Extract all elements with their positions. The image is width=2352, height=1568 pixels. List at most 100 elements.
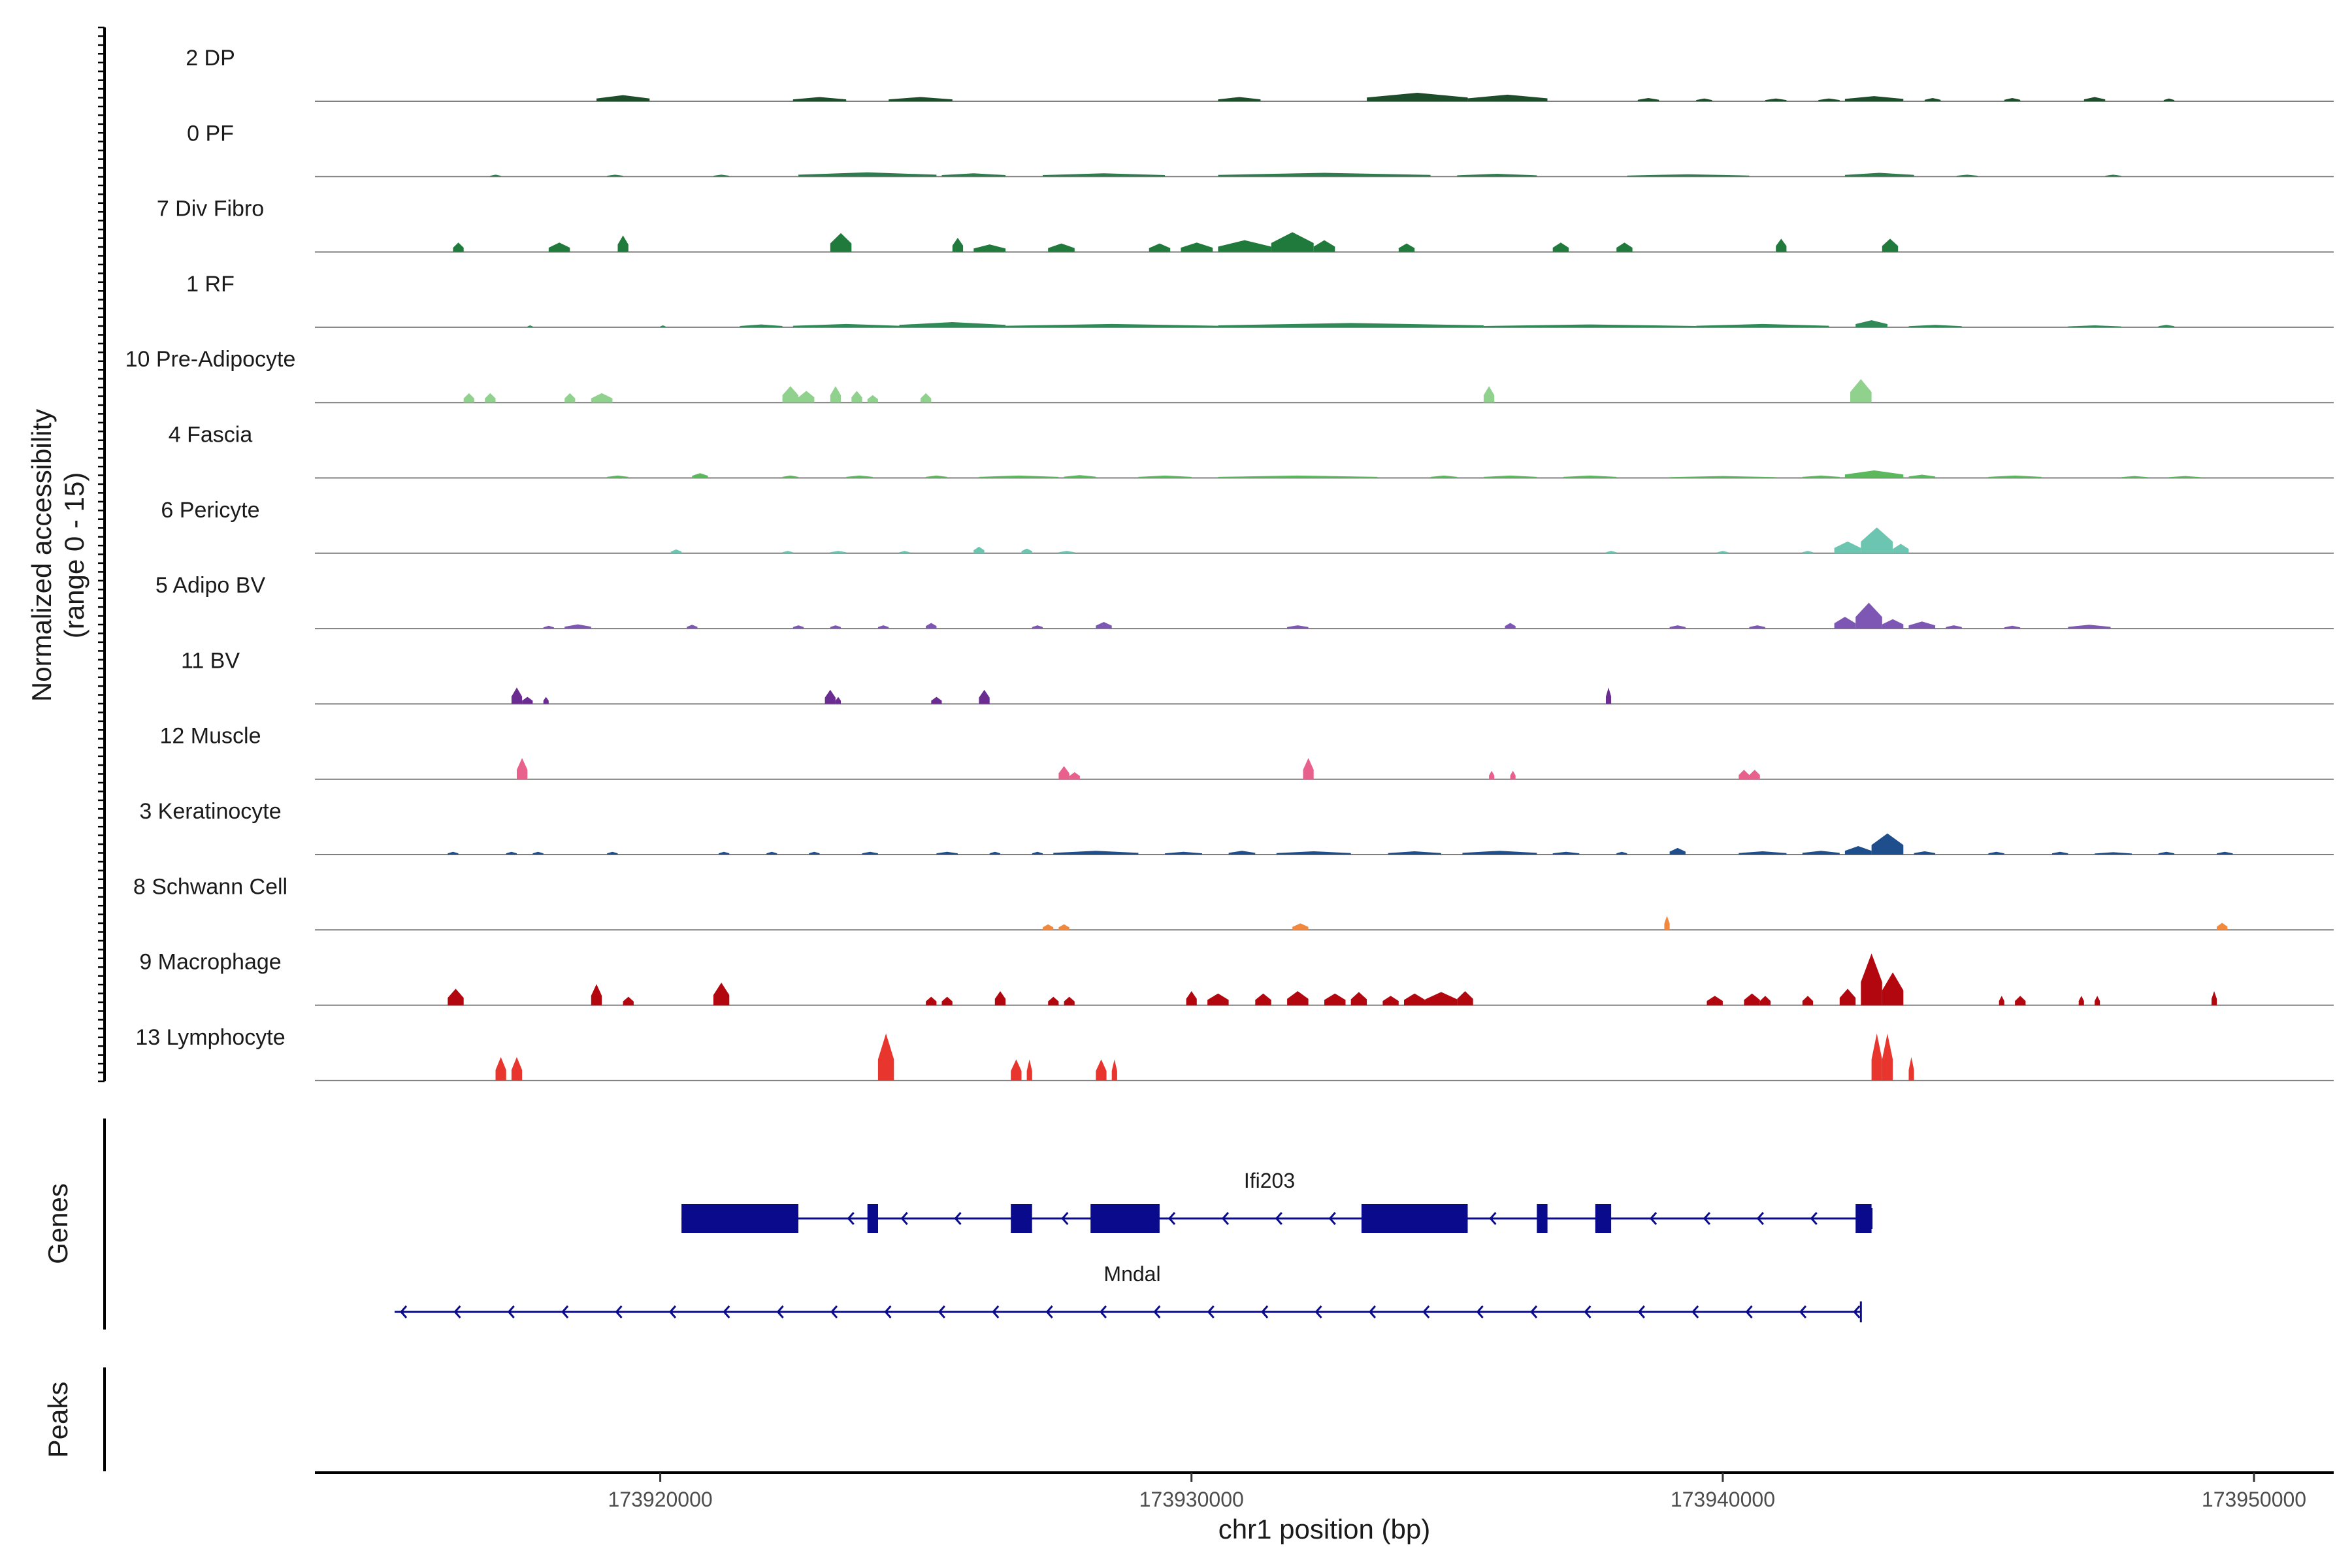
coverage-peak (511, 687, 523, 704)
gene-strand-arrow (1221, 1212, 1230, 1225)
y-axis (98, 26, 106, 1083)
coverage-peak (1616, 851, 1627, 855)
track-label: 12 Muscle (160, 724, 261, 749)
gene-strand-arrow (1756, 1212, 1764, 1225)
coverage-peak (1032, 625, 1043, 629)
coverage-peak (782, 551, 793, 553)
y-axis-title-line2: (range 0 - 15) (59, 472, 90, 638)
track-5: 10 Pre-Adipocyte (125, 347, 2334, 404)
coverage-peak (1021, 548, 1032, 553)
coverage-peak (687, 625, 698, 629)
coverage-peak (1696, 323, 1829, 327)
gene-exon (1011, 1204, 1032, 1233)
x-axis-title: chr1 position (bp) (1218, 1514, 1431, 1544)
gene-exon (1090, 1204, 1160, 1233)
coverage-peak (1749, 770, 1760, 779)
coverage-peak (1776, 238, 1787, 252)
gene-strand-arrow (615, 1305, 623, 1318)
coverage-peak (1462, 851, 1537, 855)
coverage-peak (1043, 173, 1166, 177)
coverage-peak (851, 391, 862, 403)
coverage-peak (564, 393, 576, 403)
coverage-peak (1096, 622, 1112, 629)
gene-strand-arrow (1315, 1305, 1322, 1318)
coverage-peak (941, 996, 953, 1005)
coverage-peak (830, 386, 841, 403)
coverage-peak (782, 386, 798, 403)
x-tick-label: 173950000 (2202, 1488, 2306, 1511)
gene-strand-arrow (938, 1305, 945, 1318)
coverage-peak (1186, 991, 1197, 1005)
coverage-peak (782, 475, 798, 478)
coverage-peak (792, 625, 804, 629)
coverage-peak (1749, 625, 1765, 629)
coverage-peak (2212, 991, 2217, 1005)
coverage-peak (1287, 625, 1309, 629)
coverage-peak (889, 97, 953, 101)
gene-strand-arrow (1489, 1212, 1497, 1225)
coverage-peak (1802, 551, 1814, 553)
coverage-peak (713, 174, 730, 177)
coverage-peak (1398, 243, 1415, 252)
coverage-peak (1483, 324, 1697, 327)
coverage-peak (1946, 625, 1962, 629)
genes-label: Genes (42, 1183, 73, 1264)
track-label: 0 PF (187, 121, 234, 146)
coverage-peak (1457, 174, 1537, 177)
gene-strand-arrow (1207, 1305, 1215, 1318)
coverage-peak (1855, 602, 1882, 629)
track-11: 3 Keratinocyte (139, 799, 2334, 855)
coverage-peak (1802, 851, 1840, 855)
coverage-peak (1276, 851, 1351, 855)
coverage-peak (1313, 240, 1335, 252)
coverage-peak (941, 173, 1006, 177)
coverage-peak (1759, 996, 1771, 1005)
coverage-peak (1303, 758, 1314, 779)
coverage-peak (1844, 470, 1904, 478)
gene-strand-arrow (1476, 1305, 1484, 1318)
coverage-peak (835, 696, 841, 704)
coverage-peak (1111, 1059, 1117, 1081)
coverage-peak (1324, 993, 1346, 1005)
track-label: 4 Fascia (169, 423, 253, 448)
coverage-peak (830, 625, 841, 629)
coverage-peak (1802, 475, 1840, 478)
track-label: 2 DP (186, 46, 235, 71)
coverage-peak (1871, 833, 1904, 855)
track-3: 7 Div Fibro (157, 197, 2334, 253)
coverage-peak (1292, 923, 1309, 930)
coverage-peak (1739, 851, 1787, 855)
coverage-peak (532, 851, 544, 855)
coverage-peak (1669, 625, 1686, 629)
track-label: 5 Adipo BV (155, 573, 266, 598)
coverage-peak (670, 549, 682, 553)
coverage-peak (1058, 551, 1075, 553)
coverage-peak (899, 551, 910, 553)
coverage-peak (1228, 851, 1256, 855)
coverage-peak (1467, 94, 1548, 101)
coverage-peak (2163, 98, 2175, 101)
gene-strand-arrow (1328, 1212, 1336, 1225)
gene-strand-arrow (1045, 1305, 1053, 1318)
coverage-peak (1510, 770, 1516, 779)
coverage-peak (490, 174, 501, 177)
track-label: 10 Pre-Adipocyte (125, 347, 296, 372)
coverage-peak (979, 689, 990, 704)
coverage-peak (1834, 541, 1861, 553)
gene-track: Ifi203 Mndal (395, 1169, 1873, 1322)
gene-strand-arrow (1703, 1212, 1711, 1225)
coverage-peak (846, 475, 873, 478)
coverage-peak (1043, 924, 1054, 930)
coverage-peak (952, 238, 964, 252)
coverage-peak (1818, 98, 1840, 101)
coverage-peak (463, 393, 474, 403)
gene-strand-arrow (1061, 1212, 1069, 1225)
coverage-peak (2068, 625, 2111, 629)
coverage-peak (1861, 953, 1882, 1005)
coverage-peak (719, 851, 730, 855)
y-axis-title-line1: Normalized accessibility (26, 409, 57, 702)
gene-exon (1361, 1204, 1468, 1233)
coverage-peak (1430, 475, 1458, 478)
track-label: 11 BV (181, 648, 240, 673)
